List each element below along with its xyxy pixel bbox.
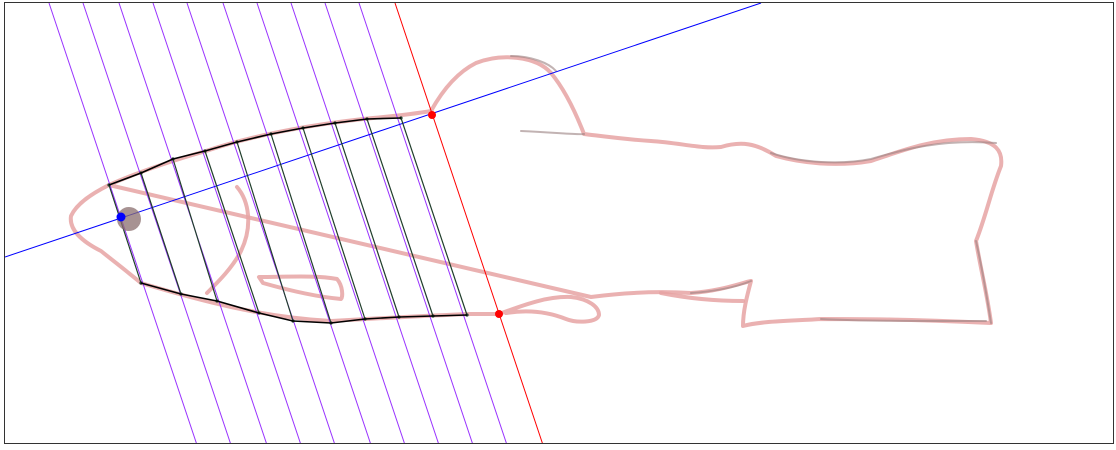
lower-fin-outline: [659, 291, 745, 303]
parallel-guide-line: [256, 3, 405, 443]
parallel-guide-line: [82, 3, 231, 443]
parallel-guide-line: [222, 3, 371, 443]
parallel-guide-line: [152, 3, 301, 443]
parallel-guide-lines: [48, 3, 507, 443]
gill-outline: [205, 185, 251, 295]
fish-eye: [116, 207, 141, 231]
cross-section-segment: [172, 158, 218, 302]
parallel-guide-line: [358, 3, 507, 443]
cross-section-segment: [236, 141, 294, 322]
cross-section-segment: [140, 172, 182, 295]
lower-contour: [140, 282, 468, 324]
lower-boundary-endpoint: [495, 310, 503, 318]
fish-sketch-outline: [68, 55, 1004, 328]
diagram-canvas: [4, 2, 1114, 444]
cross-section-segments: [107, 116, 469, 325]
upper-boundary-endpoint: [428, 111, 436, 119]
parallel-guide-line: [290, 3, 439, 443]
fish-body-outline: [68, 55, 1004, 328]
parallel-guide-line: [324, 3, 473, 443]
pectoral-fin-outline: [257, 274, 345, 301]
cross-section-segment: [366, 118, 434, 317]
cross-section-segment: [302, 127, 366, 320]
cross-section-segment: [270, 133, 332, 324]
cross-section-segment: [400, 117, 468, 316]
traced-body-contour: [108, 117, 468, 324]
parallel-guide-line: [186, 3, 335, 443]
fish-measurement-diagram: [5, 3, 1004, 443]
fish-outline-shadow: [510, 55, 997, 324]
cut-boundary-line: [394, 3, 543, 443]
cross-section-segment: [108, 184, 142, 284]
cross-section-segment: [334, 122, 400, 318]
upper-contour: [108, 117, 402, 186]
cross-section-segment: [204, 150, 260, 314]
eye-point: [116, 212, 126, 222]
